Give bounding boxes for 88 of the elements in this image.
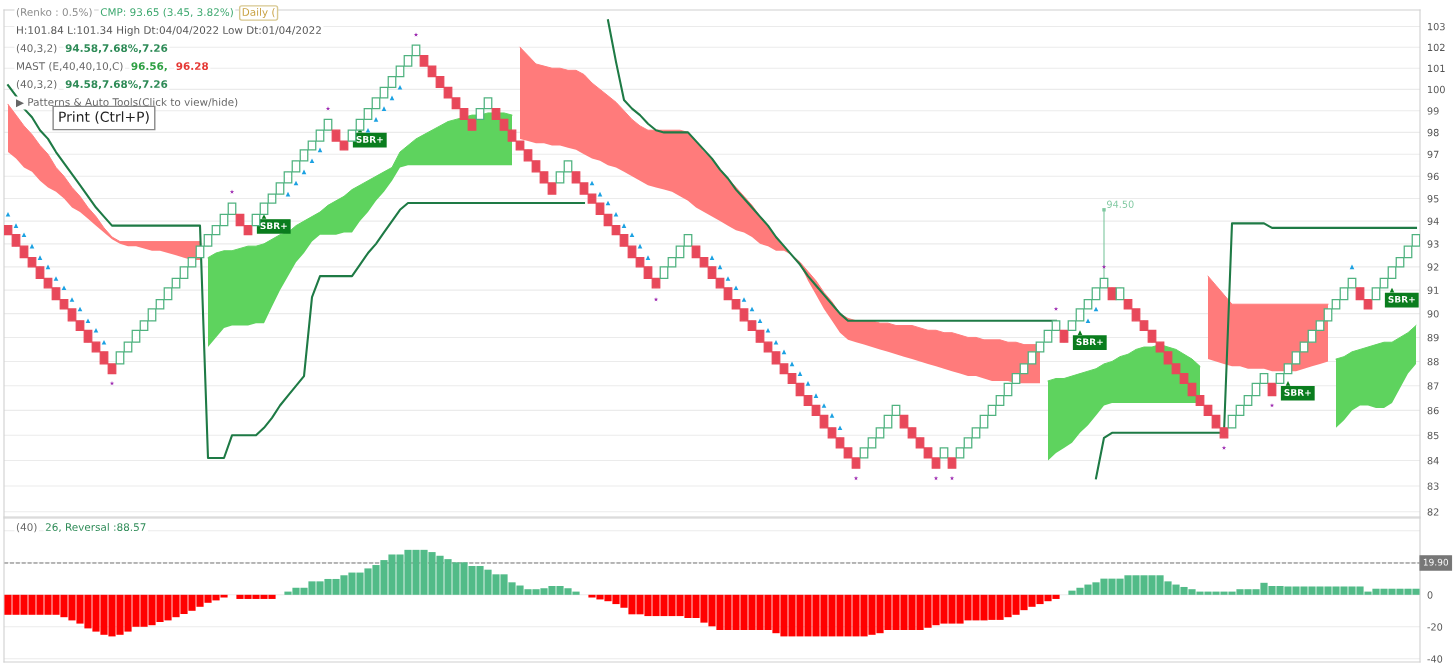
annotation: Print (Ctrl+P) xyxy=(59,111,149,124)
annotation: MAST (E,40,40,10,C) xyxy=(17,61,123,72)
annotation: 94.58,7.68%,7.26 xyxy=(65,44,168,54)
y-tick-label: 82 xyxy=(1427,508,1439,516)
point xyxy=(765,327,771,333)
annotation: Daily ( xyxy=(242,7,275,19)
y-tick-label: 99 xyxy=(1427,107,1439,115)
point xyxy=(365,127,371,133)
point xyxy=(413,32,419,37)
point xyxy=(741,297,747,302)
point xyxy=(381,106,387,111)
y-tick-label: 98 xyxy=(1427,128,1439,137)
point xyxy=(813,393,819,398)
point xyxy=(229,189,235,194)
annotation: (40,3,2) xyxy=(16,43,57,54)
text: SBR+ xyxy=(356,135,383,143)
point xyxy=(629,232,635,238)
ref-line-label: 19.90 xyxy=(1423,558,1449,566)
point xyxy=(309,158,315,164)
point xyxy=(37,255,43,260)
annotation: 94.58,7.68%,7.26 xyxy=(65,80,168,90)
text: SBR+ xyxy=(1388,295,1415,303)
y-tick-label: 100 xyxy=(1428,85,1445,94)
point xyxy=(21,232,27,238)
y-tick-label: 93 xyxy=(1427,240,1439,248)
point xyxy=(1053,306,1059,311)
point xyxy=(5,212,11,217)
annotation: (Renko : 0.5%) xyxy=(16,7,92,18)
annotation: 96.28 xyxy=(176,62,209,71)
annotation: 96.56, xyxy=(131,62,167,72)
point xyxy=(1285,381,1291,386)
annotation: ▶ Patterns & Auto Tools(Click to view/hide) xyxy=(16,97,238,108)
annotation: 26, Reversal :88.57 xyxy=(45,522,146,533)
point xyxy=(1085,318,1091,324)
point xyxy=(1102,208,1106,212)
point xyxy=(725,276,731,281)
point xyxy=(645,255,651,260)
y-tick-label: 101 xyxy=(1428,64,1445,73)
point xyxy=(1221,445,1227,450)
point xyxy=(613,212,619,217)
y-tick-label: 97 xyxy=(1427,150,1439,159)
point xyxy=(709,255,715,260)
y-tick-label: -20 xyxy=(1427,623,1443,631)
annotation: H:101.84 L:101.34 High Dt:04/04/2022 Low Dt:01/04/2022 xyxy=(17,25,321,37)
y-tick-label: 102 xyxy=(1428,43,1445,52)
point xyxy=(1101,264,1107,269)
y-tick-label: -40 xyxy=(1427,655,1443,663)
point xyxy=(733,285,739,291)
point xyxy=(1077,330,1083,335)
y-tick-label: 87 xyxy=(1427,382,1439,390)
annotation: (40) xyxy=(16,522,37,533)
data-label: 94.50 xyxy=(1107,200,1134,208)
series-label: SBR+ xyxy=(1284,389,1311,396)
point xyxy=(13,223,19,228)
point xyxy=(757,318,763,324)
y-tick-label: 90 xyxy=(1427,310,1439,318)
point xyxy=(373,117,379,122)
y-tick-label: 96 xyxy=(1427,172,1439,181)
y-tick-label: 85 xyxy=(1427,431,1439,440)
point xyxy=(53,276,59,281)
y-tick-label: 94 xyxy=(1427,217,1439,225)
point xyxy=(805,381,811,386)
y-tick-label: 86 xyxy=(1427,406,1439,415)
point xyxy=(85,318,91,324)
y-tick-label: 95 xyxy=(1427,195,1439,203)
annotation: CMP: 93.65 (3.45, 3.82%) xyxy=(100,7,233,18)
point xyxy=(621,223,627,228)
point xyxy=(69,297,75,302)
y-tick-label: 88 xyxy=(1427,357,1439,366)
point xyxy=(261,214,267,219)
point xyxy=(101,339,107,345)
y-tick-label: 103 xyxy=(1428,22,1445,31)
point xyxy=(773,339,779,345)
y-tick-label: 0 xyxy=(1427,591,1433,599)
y-tick-label: 89 xyxy=(1427,333,1439,342)
y-tick-label: 84 xyxy=(1427,456,1439,465)
text: SBR+ xyxy=(260,222,287,230)
point xyxy=(93,327,99,333)
y-tick-label: 92 xyxy=(1427,263,1439,271)
point xyxy=(821,403,827,408)
y-tick-label: 83 xyxy=(1427,482,1439,490)
annotation: (40,3,2) xyxy=(16,79,57,90)
point xyxy=(797,371,803,376)
text: SBR+ xyxy=(1076,338,1103,346)
point xyxy=(829,413,835,418)
point xyxy=(397,84,403,90)
point xyxy=(61,285,67,291)
y-tick-label: 91 xyxy=(1427,286,1439,294)
